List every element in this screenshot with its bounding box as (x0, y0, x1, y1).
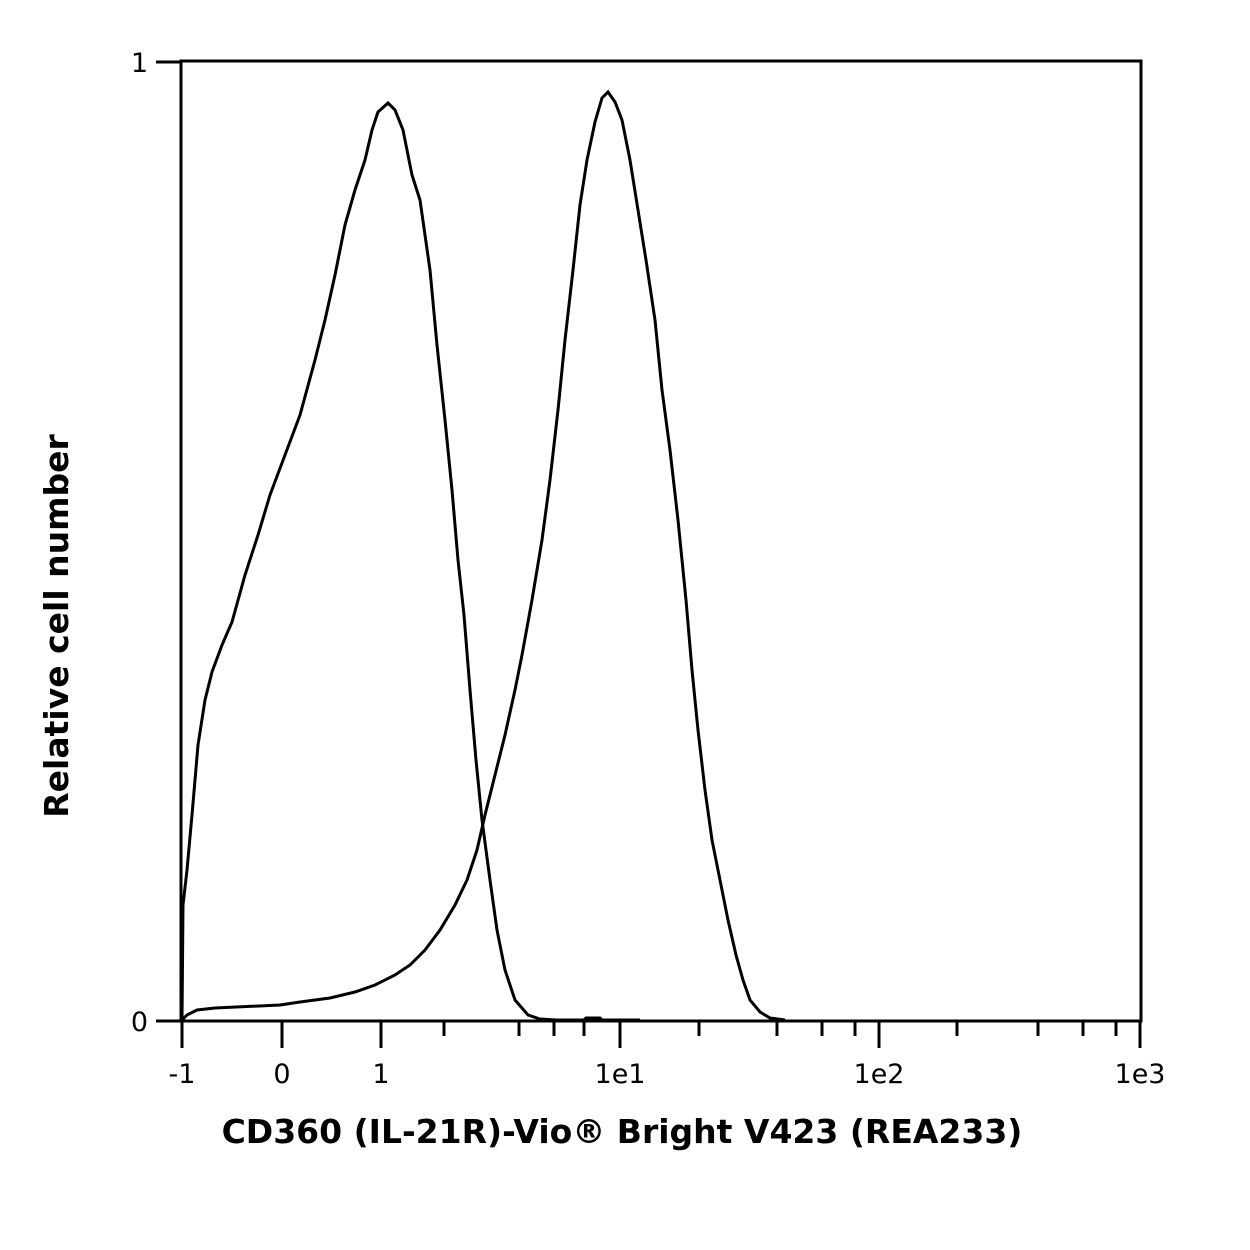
x-tick-label: 1e1 (595, 1059, 646, 1090)
x-axis-ticks: -1 0 1 1e1 1e2 1e3 (169, 1021, 1166, 1090)
x-axis-title: CD360 (IL-21R)-Vio® Bright V423 (REA233) (222, 1112, 1023, 1151)
x-tick-label: 0 (273, 1059, 290, 1090)
y-axis-title: Relative cell number (37, 434, 76, 818)
x-tick-label: 1e3 (1115, 1059, 1166, 1090)
series-layer (180, 89, 786, 1022)
x-tick-label: -1 (169, 1059, 196, 1090)
x-tick-label: 1e2 (854, 1059, 905, 1090)
x-tick-label: 1 (372, 1059, 389, 1090)
control-histogram-curve (180, 100, 640, 1022)
y-tick-label: 1 (131, 48, 148, 79)
y-axis-ticks: 10 (131, 48, 181, 1038)
stained-histogram-curve (180, 89, 786, 1022)
y-tick-label: 0 (131, 1007, 148, 1038)
plot-frame (179, 59, 1143, 1023)
